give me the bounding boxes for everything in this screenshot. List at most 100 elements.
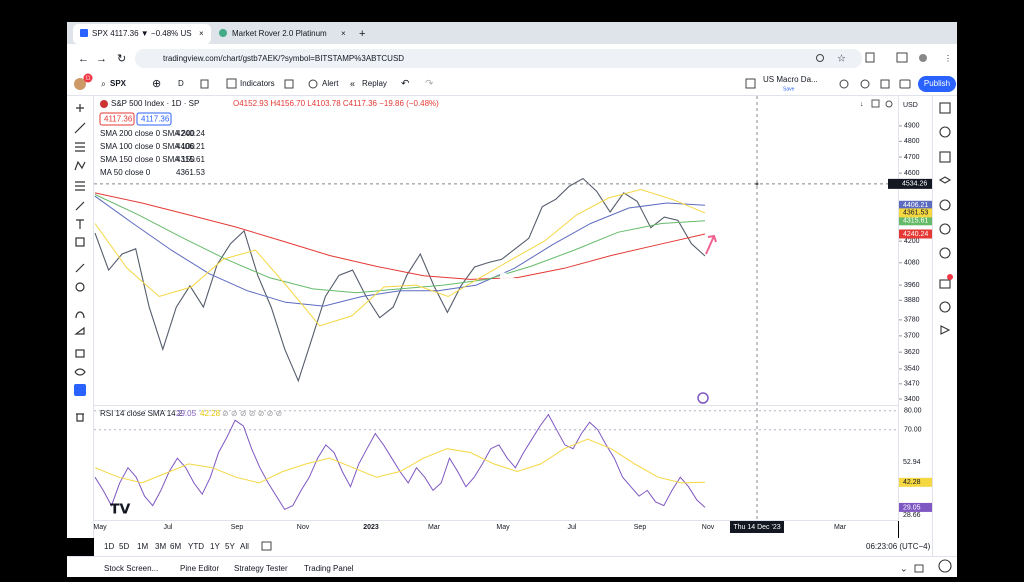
alert-icon[interactable]: [308, 79, 318, 89]
panel-tab[interactable]: Trading Panel: [304, 564, 354, 573]
back-button[interactable]: ←: [78, 53, 89, 65]
range-button[interactable]: 5D: [119, 542, 129, 551]
layout-name[interactable]: US Macro Da...: [763, 75, 818, 84]
publish-label[interactable]: Publish: [924, 79, 950, 88]
lock-drawings-tool[interactable]: [74, 326, 85, 335]
profile-icon[interactable]: [919, 54, 927, 62]
range-button[interactable]: 1M: [137, 542, 148, 551]
range-button[interactable]: YTD: [188, 542, 204, 551]
bookmark-star[interactable]: ☆: [837, 54, 846, 65]
sync-tool-active[interactable]: [74, 384, 86, 396]
layout-icon[interactable]: [745, 78, 756, 89]
crosshair-tool[interactable]: [76, 104, 84, 112]
interval[interactable]: D: [178, 79, 184, 88]
right-sidebar: [933, 96, 957, 577]
indicators-icon[interactable]: [226, 78, 237, 89]
extensions-icon[interactable]: [865, 52, 875, 63]
active-tab[interactable]: [73, 24, 211, 44]
brush-tool[interactable]: [75, 201, 85, 211]
fib-tool[interactable]: [75, 142, 85, 152]
lock-tool[interactable]: [75, 349, 85, 358]
alert-button[interactable]: Alert: [322, 79, 339, 88]
undo-button[interactable]: ↶: [401, 79, 409, 90]
tab-close[interactable]: ×: [199, 29, 204, 38]
indicator-value: 4361.53: [176, 168, 205, 177]
watchlist-icon[interactable]: [939, 102, 951, 114]
chart-type-icon[interactable]: [200, 79, 209, 89]
rsi-legend-value: 29.05: [176, 409, 197, 418]
data-window-icon[interactable]: [939, 151, 951, 163]
event-marker[interactable]: [697, 392, 709, 404]
search-icon[interactable]: ⌕: [101, 78, 106, 88]
avatar[interactable]: [74, 78, 86, 90]
forward-button[interactable]: →: [96, 53, 107, 65]
bid-price[interactable]: 4117.36: [104, 115, 133, 124]
replay-icon[interactable]: «: [350, 78, 355, 88]
magnet-tool[interactable]: [75, 311, 85, 319]
help-icon[interactable]: [938, 559, 952, 573]
icon-tool[interactable]: [75, 237, 85, 247]
indicator-value: 4406.21: [176, 142, 205, 151]
delete-tool[interactable]: [76, 413, 84, 422]
y-tick-label: 80.00: [904, 408, 922, 415]
panel-maximize[interactable]: [914, 564, 924, 573]
zoom-icon[interactable]: [816, 54, 824, 62]
quick-search[interactable]: [839, 79, 849, 89]
range-button[interactable]: 6M: [170, 542, 181, 551]
publish-button[interactable]: [918, 76, 956, 92]
settings[interactable]: [860, 79, 870, 89]
prediction-tool[interactable]: [75, 181, 85, 191]
calendar-icon[interactable]: [939, 199, 951, 211]
tab-title[interactable]: Market Rover 2.0 Platinum: [232, 29, 327, 38]
reload-button[interactable]: ↻: [117, 53, 126, 65]
pane-collapse[interactable]: ↓: [860, 101, 864, 108]
ideas-icon[interactable]: [939, 223, 951, 235]
panel-tab[interactable]: Pine Editor: [180, 564, 219, 573]
pattern-tool[interactable]: [74, 160, 86, 171]
zoom-tool[interactable]: [75, 282, 85, 292]
streams-icon[interactable]: [939, 247, 951, 259]
url[interactable]: tradingview.com/chart/gstb7AEK/?symbol=B…: [163, 54, 404, 63]
panel-collapse[interactable]: ⌄: [900, 563, 908, 573]
panel-tab[interactable]: Strategy Tester: [234, 564, 288, 573]
goto-date[interactable]: [261, 541, 272, 551]
measure-tool[interactable]: [75, 263, 85, 273]
notifications-icon[interactable]: [939, 301, 951, 313]
range-button[interactable]: 3M: [155, 542, 166, 551]
chat-icon[interactable]: [939, 279, 951, 289]
url-field[interactable]: [135, 49, 862, 68]
alerts-icon[interactable]: [939, 126, 951, 138]
compare-button[interactable]: ⊕: [152, 78, 161, 90]
trendline-tool[interactable]: [74, 122, 86, 134]
range-button[interactable]: 1D: [104, 542, 114, 551]
price-box[interactable]: [99, 112, 135, 126]
text-tool[interactable]: [76, 219, 84, 229]
range-button[interactable]: All: [240, 542, 249, 551]
video-play-button[interactable]: [500, 270, 540, 314]
y-tick-label: 4900: [904, 123, 920, 130]
range-button[interactable]: 1Y: [210, 542, 220, 551]
sidepanel-icon[interactable]: [896, 52, 908, 63]
menu-icon[interactable]: ⋮: [944, 54, 952, 63]
snapshot[interactable]: [899, 79, 911, 89]
fullscreen[interactable]: [880, 79, 890, 89]
pane-settings[interactable]: [885, 100, 893, 108]
tab-close[interactable]: ×: [341, 29, 346, 38]
hide-tool[interactable]: [74, 368, 86, 376]
new-tab[interactable]: +: [359, 28, 365, 40]
rsi-legend: RSI 14 close SMA 14 2: [100, 409, 183, 418]
panel-tab[interactable]: Stock Screen...: [104, 564, 158, 573]
ask-price[interactable]: 4117.36: [141, 115, 170, 124]
redo-button[interactable]: ↷: [425, 79, 434, 90]
symbol[interactable]: SPX: [110, 79, 127, 88]
templates-icon[interactable]: [284, 79, 294, 89]
hotlists-icon[interactable]: [938, 176, 952, 184]
price-box[interactable]: [136, 112, 172, 126]
currency[interactable]: USD: [903, 102, 918, 109]
pane-maximize[interactable]: [871, 99, 880, 108]
tab-title[interactable]: SPX 4117.36 ▼ −0.48% US: [92, 29, 192, 38]
indicators-button[interactable]: Indicators: [240, 79, 275, 88]
replay-button[interactable]: Replay: [362, 79, 387, 88]
replay-panel-icon[interactable]: [940, 325, 951, 335]
range-button[interactable]: 5Y: [225, 542, 235, 551]
